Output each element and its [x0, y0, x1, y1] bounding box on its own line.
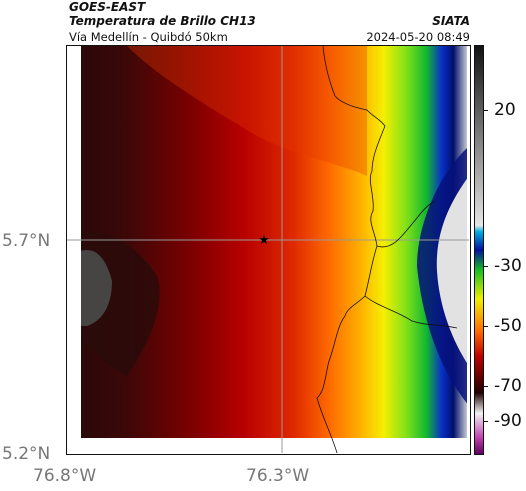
datetime-label: 2024-05-20 08:49 [366, 30, 470, 44]
colorbar-label-neg30: -30 [494, 256, 522, 276]
satellite-title: GOES-EAST [69, 0, 146, 14]
lat-tick-5.2: 5.2°N [2, 444, 51, 464]
no-data-left [67, 46, 81, 453]
location-star-icon[interactable]: ★ [258, 233, 270, 248]
brand-label: SIATA [432, 14, 470, 28]
map-panel[interactable]: ★ [66, 45, 471, 455]
colorbar-label-neg70: -70 [494, 376, 522, 396]
colorbar-tick [484, 326, 488, 327]
colorbar-gradient [475, 46, 483, 454]
colorbar-tick [484, 386, 488, 387]
colorbar-tick [484, 421, 488, 422]
colorbar-label-neg50: -50 [494, 316, 522, 336]
lat-tick-5.7: 5.7°N [2, 231, 51, 251]
product-title: Temperatura de Brillo CH13 [69, 14, 256, 28]
colorbar-tick [484, 110, 488, 111]
no-data-right [467, 46, 469, 453]
grey-region [81, 250, 112, 326]
colorbar-label-20: 20 [494, 100, 516, 120]
route-label: Vía Medellín - Quibdó 50km [69, 30, 228, 44]
lon-tick-76.3: 76.3°W [246, 466, 310, 486]
colorbar-tick [484, 266, 488, 267]
boundary-line [364, 295, 458, 329]
boundary-line [316, 46, 386, 453]
colorbar-label-neg90: -90 [494, 411, 522, 431]
cold-cloud-core [436, 176, 469, 366]
warm-band [127, 46, 367, 176]
brightness-temperature-map: ★ [67, 46, 469, 453]
lon-tick-76.8: 76.8°W [33, 466, 97, 486]
no-data-bottom [67, 438, 469, 453]
temperature-field [81, 46, 469, 438]
temperature-colorbar [474, 45, 484, 455]
boundary-line [376, 200, 436, 248]
